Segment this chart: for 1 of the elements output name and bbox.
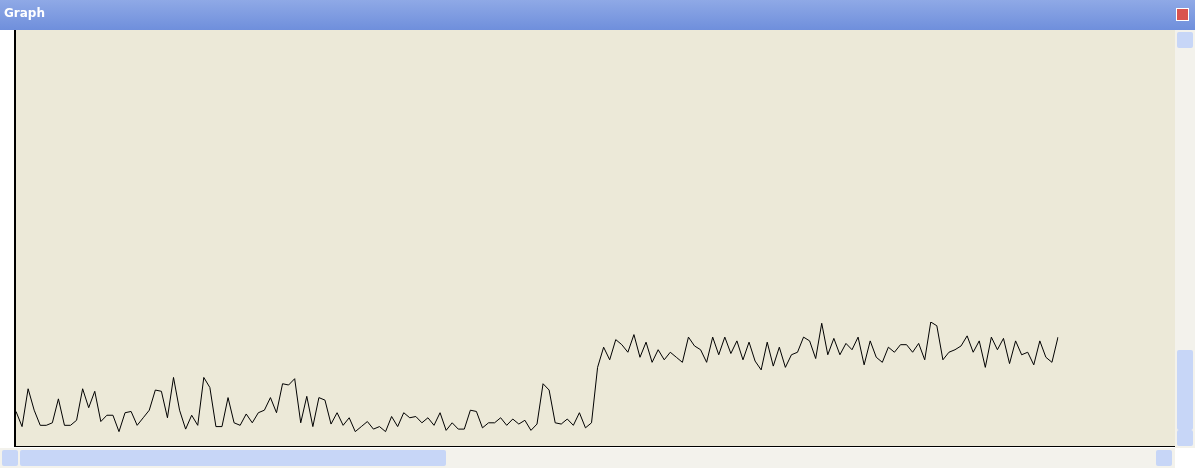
chart-title: Graph — [4, 6, 45, 20]
